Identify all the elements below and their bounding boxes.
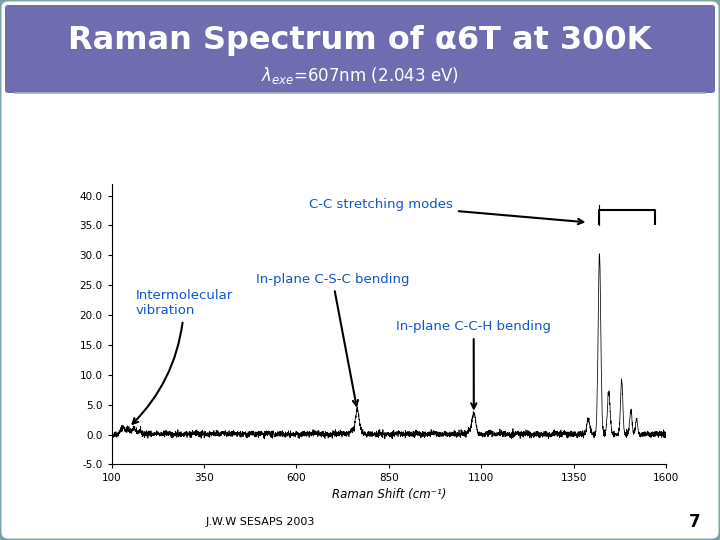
Text: C-C stretching modes: C-C stretching modes <box>310 198 583 224</box>
Text: Intermolecular
vibration: Intermolecular vibration <box>132 289 233 424</box>
Text: $\lambda_{exe}$=607nm (2.043 eV): $\lambda_{exe}$=607nm (2.043 eV) <box>261 65 459 86</box>
Text: In-plane C-C-H bending: In-plane C-C-H bending <box>396 320 552 408</box>
Text: Raman Spectrum of α6T at 300K: Raman Spectrum of α6T at 300K <box>68 24 652 56</box>
X-axis label: Raman Shift (cm⁻¹): Raman Shift (cm⁻¹) <box>332 488 446 501</box>
Text: 7: 7 <box>689 513 701 531</box>
Text: J.W.W SESAPS 2003: J.W.W SESAPS 2003 <box>205 517 315 527</box>
Text: In-plane C-S-C bending: In-plane C-S-C bending <box>256 273 409 406</box>
FancyBboxPatch shape <box>5 5 715 93</box>
